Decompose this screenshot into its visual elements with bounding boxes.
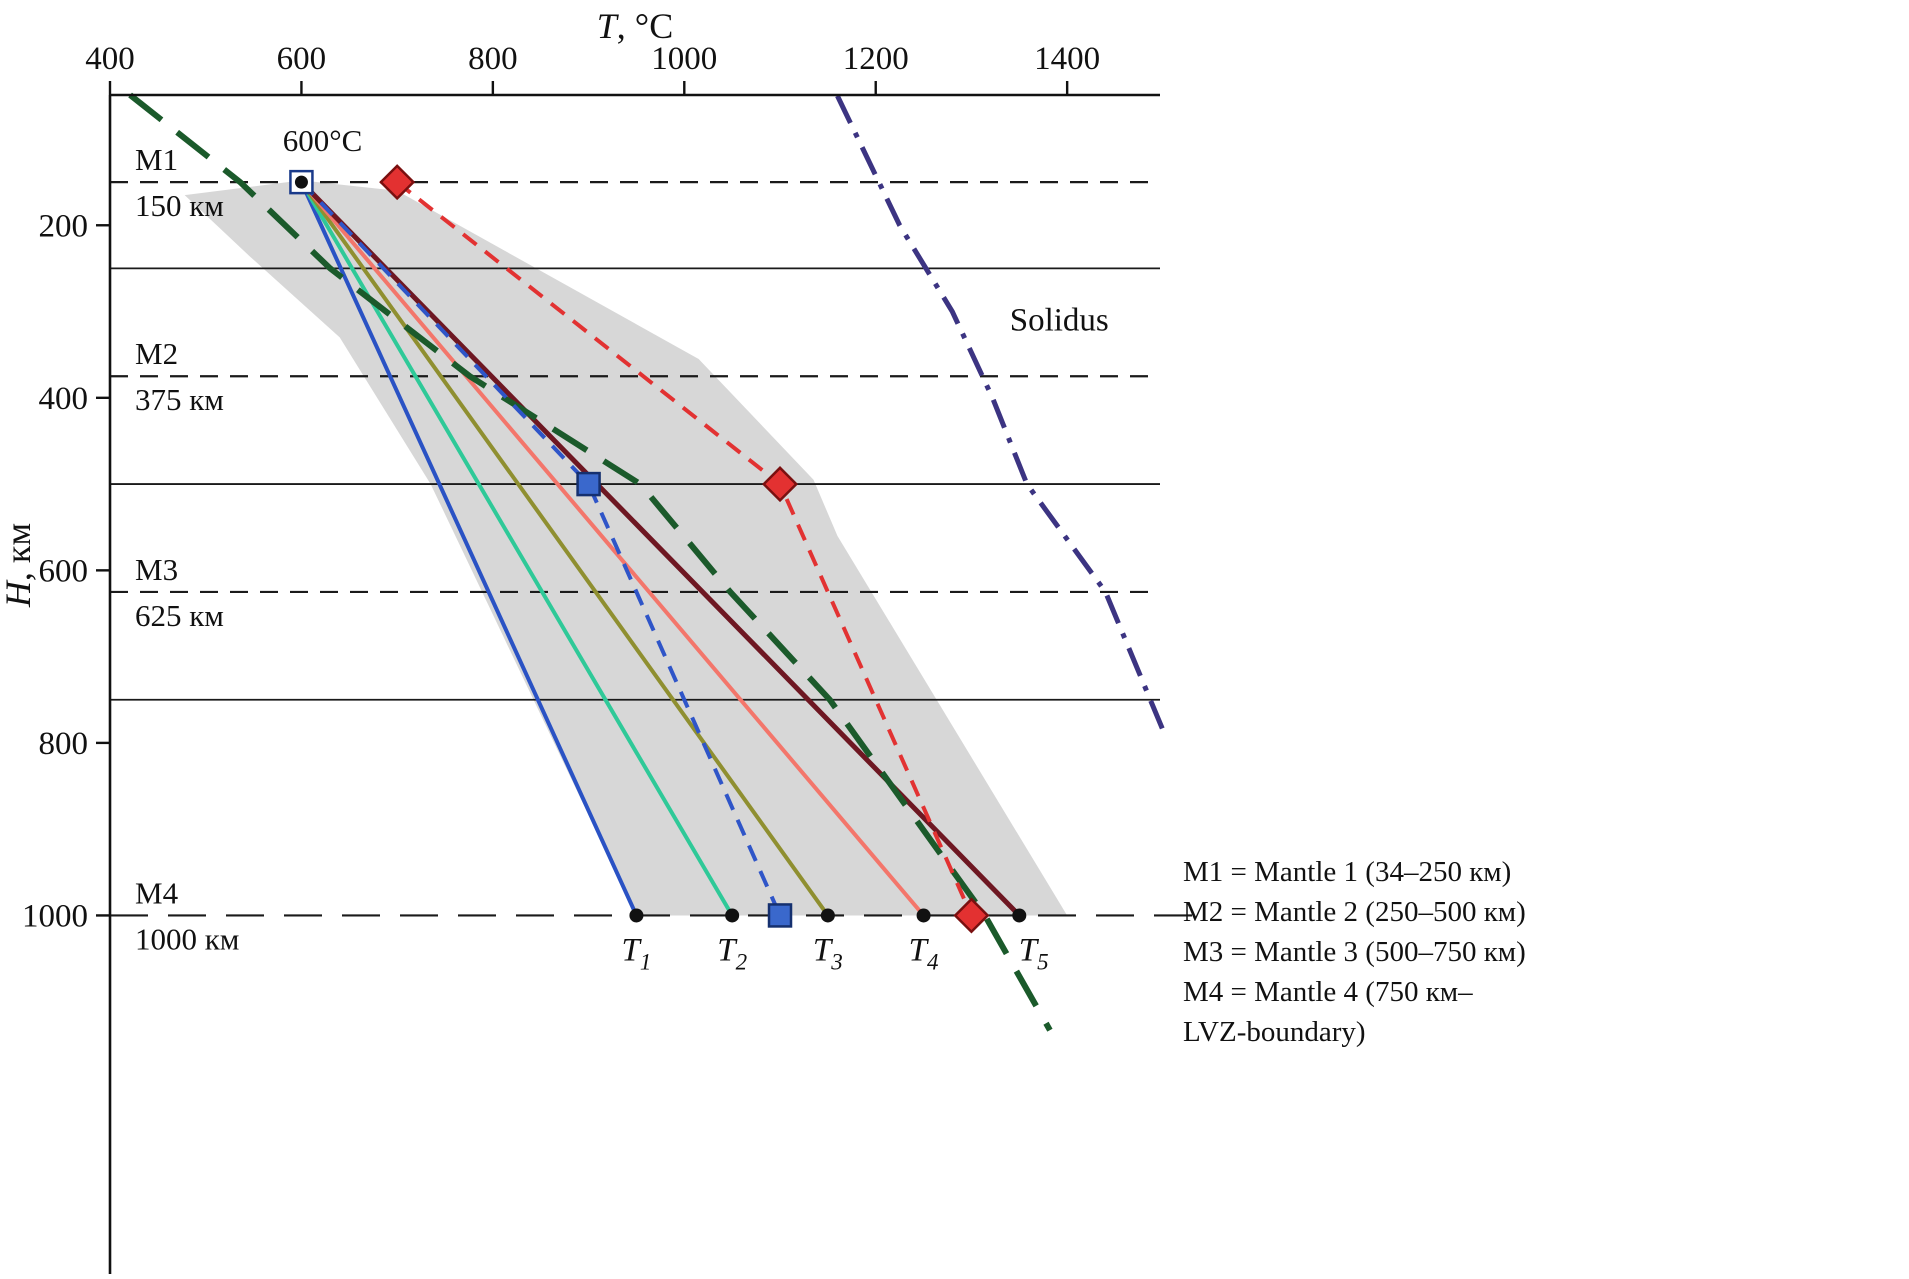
- y-tick-label-1000: 1000: [22, 898, 88, 934]
- blue-square-500km-marker: [576, 471, 601, 497]
- red-diamond-1000km-marker: [953, 897, 990, 934]
- dot-T5-marker: [1012, 908, 1027, 923]
- legend-line-m4: M4 = Mantle 4 (750 км–: [1183, 976, 1473, 1008]
- x-tick-label-1400: 1400: [1034, 41, 1100, 77]
- geotherm-endpoint-label-T2: T2: [717, 932, 747, 974]
- reference-geotherm-line: [128, 92, 1053, 1032]
- x-tick-label-600: 600: [277, 41, 327, 77]
- start-temperature-label: 600°C: [283, 123, 363, 158]
- legend-line-m3: M3 = Mantle 3 (500–750 км): [1183, 936, 1526, 968]
- depth-label-M3: M3: [135, 552, 178, 587]
- y-tick-label-800: 800: [39, 726, 89, 762]
- geotherm-endpoint-label-T4: T4: [909, 932, 939, 974]
- geotherm-endpoint-label-T5: T5: [1019, 932, 1049, 974]
- y-tick-label-400: 400: [39, 381, 89, 417]
- depth-sublabel-M1: 150 км: [135, 188, 224, 223]
- blue-square-1000km-marker: [767, 903, 793, 928]
- dot-T1-marker: [629, 908, 644, 923]
- x-tick-label-1000: 1000: [651, 41, 717, 77]
- dot-T4-marker: [916, 908, 931, 923]
- depth-label-M4: M4: [135, 875, 179, 910]
- dot-T3-marker: [820, 908, 835, 923]
- geotherm-uncertainty-band: [184, 180, 1068, 916]
- y-axis-title: H, км: [0, 523, 38, 608]
- x-tick-label-400: 400: [85, 41, 135, 77]
- red-diamond-500km-marker: [761, 466, 799, 503]
- depth-label-M2: M2: [135, 336, 178, 371]
- solidus-label: Solidus: [1010, 303, 1109, 339]
- x-tick-label-1200: 1200: [843, 41, 909, 77]
- blue-dashed-geotherm-line: [299, 180, 782, 917]
- red-diamond-150km-marker: [379, 164, 416, 201]
- mantle-layer-legend: M1 = Mantle 1 (34–250 км) M2 = Mantle 2 …: [1183, 852, 1526, 1052]
- start-point-600C-dot: [294, 175, 308, 189]
- geotherm-T3-line: [299, 180, 830, 917]
- depth-sublabel-M2: 375 км: [135, 382, 224, 417]
- legend-line-lvz: LVZ-boundary): [1183, 1016, 1366, 1048]
- depth-label-M1: M1: [135, 142, 178, 177]
- y-tick-label-600: 600: [39, 553, 89, 589]
- legend-line-m1: M1 = Mantle 1 (34–250 км): [1183, 856, 1512, 888]
- x-axis-title: T, °C: [597, 6, 673, 46]
- dot-T2-marker: [725, 908, 740, 923]
- geotherm-endpoint-label-T1: T1: [622, 932, 652, 974]
- legend-line-m2: M2 = Mantle 2 (250–500 км): [1183, 896, 1526, 928]
- geotherm-T4-line: [299, 180, 926, 917]
- depth-sublabel-M4: 1000 км: [135, 921, 239, 956]
- geotherm-T1-line: [299, 181, 639, 917]
- geotherm-endpoint-label-T3: T3: [813, 932, 843, 974]
- y-tick-label-200: 200: [39, 208, 89, 244]
- solidus-line: [835, 94, 1166, 731]
- depth-sublabel-M3: 625 км: [135, 598, 224, 633]
- x-tick-label-800: 800: [468, 41, 518, 77]
